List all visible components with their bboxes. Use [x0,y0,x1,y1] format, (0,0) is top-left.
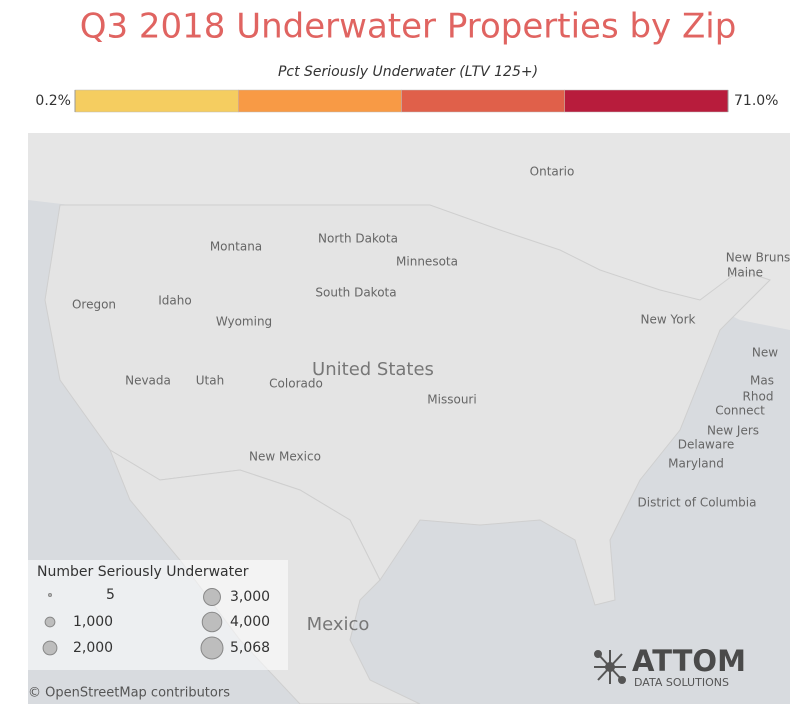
size-label: 2,000 [73,640,113,656]
place-label: New Jers [707,424,759,438]
range-max-label: 71.0% [734,93,778,109]
size-label: 4,000 [230,614,270,630]
place-label: Mexico [307,614,370,635]
place-label: Delaware [678,438,735,452]
size-label: 1,000 [73,614,113,630]
place-label: New Bruns [726,251,791,265]
size-circle [201,611,223,633]
size-circle [44,616,56,628]
place-label: Ontario [530,165,575,179]
size-legend-title: Number Seriously Underwater [37,564,249,580]
place-label: South Dakota [315,286,396,300]
place-label: New Mexico [249,450,321,464]
color-segment [401,89,565,113]
logo-name: ATTOM [632,644,746,678]
size-legend: 5 1,000 2,000 3,000 4,000 5,068 [42,587,270,660]
color-segment [238,89,402,113]
place-label: Mas [750,374,774,388]
place-label: Montana [210,240,262,254]
size-legend-bg [28,560,288,670]
place-label: Oregon [72,298,116,312]
place-label: New York [641,313,696,327]
color-segment [564,89,729,113]
place-label: Wyoming [216,315,272,329]
logo-tagline: DATA SOLUTIONS [634,676,729,689]
color-segment [74,89,239,113]
place-labels: Ontario Montana North Dakota Minnesota South… [72,165,790,636]
place-label: United States [312,359,434,380]
place-label: Maine [727,266,763,280]
color-legend-title: Pct Seriously Underwater (LTV 125+) [278,64,538,80]
title: Q3 2018 Underwater Properties by Zip [80,7,737,47]
size-circle [200,636,224,660]
size-label: 3,000 [230,589,270,605]
place-label: Missouri [427,393,476,407]
size-circle [203,588,221,606]
size-label: 5 [106,587,115,603]
place-label: North Dakota [318,232,398,246]
place-label: District of Columbia [638,496,757,510]
color-legend: 0.2% 71.0% [35,89,778,113]
place-label: Connect [715,404,765,418]
place-label: Utah [196,374,224,388]
range-min-label: 0.2% [35,93,71,109]
place-label: Rhod [743,390,774,404]
place-label: New [752,346,778,360]
size-label: 5,068 [230,640,270,656]
place-label: Colorado [269,377,323,391]
place-label: Idaho [158,294,191,308]
place-label: Minnesota [396,255,458,269]
place-label: Nevada [125,374,171,388]
size-circle [42,640,58,656]
attribution: © OpenStreetMap contributors [28,686,230,701]
canada [28,133,790,330]
size-circle [48,593,52,597]
logo-icon [594,650,626,684]
place-label: Maryland [668,457,724,471]
